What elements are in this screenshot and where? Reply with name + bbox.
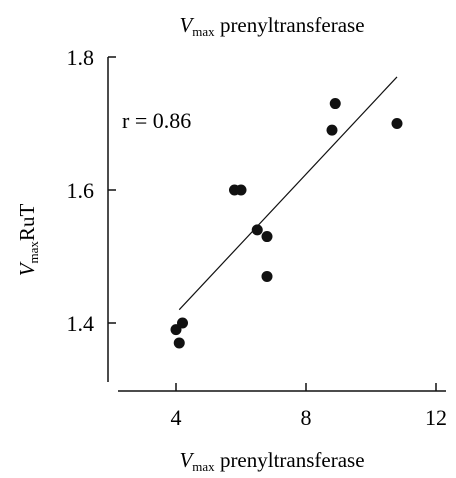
y-tick-label: 1.6 (67, 178, 95, 203)
y-tick-label: 1.8 (67, 45, 95, 70)
x-tick-label: 12 (425, 405, 447, 430)
data-point (391, 118, 403, 129)
data-point (261, 231, 273, 243)
data-point (329, 98, 341, 110)
x-tick-label: 8 (301, 405, 312, 430)
data-point (173, 337, 185, 349)
data-point (177, 317, 188, 329)
x-axis: 4 8 12 (118, 383, 447, 430)
chart-title: Vmax prenyltransferase (179, 13, 364, 39)
x-tick-label: 4 (171, 405, 182, 430)
data-point (251, 224, 263, 236)
regression-line (178, 76, 398, 311)
data-point (326, 124, 338, 136)
data-point (261, 270, 273, 282)
y-axis-label: VmaxRuT (15, 204, 41, 277)
y-axis: 1.4 1.6 1.8 (67, 45, 116, 382)
x-axis-label: Vmax prenyltransferase (179, 448, 364, 474)
correlation-annotation: r = 0.86 (122, 108, 191, 133)
y-tick-label: 1.4 (67, 311, 95, 336)
data-point (235, 184, 247, 196)
